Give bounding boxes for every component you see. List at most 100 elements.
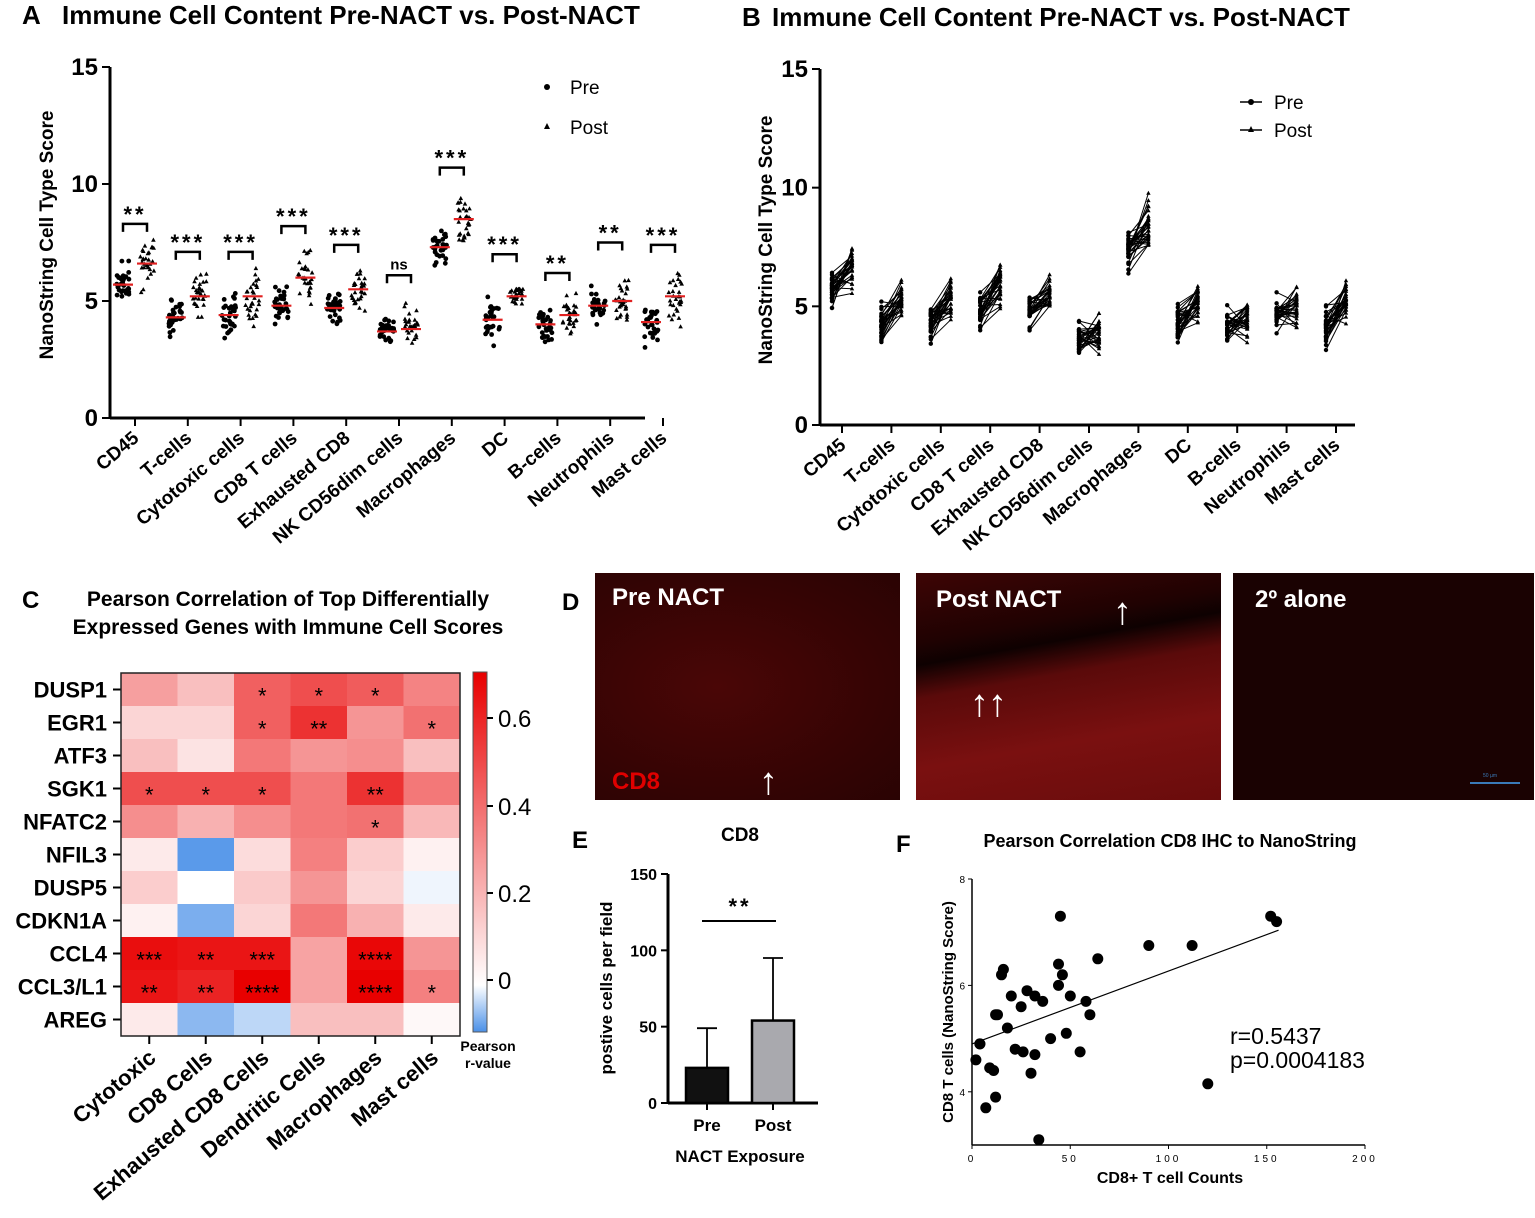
data-point-pre [1274,322,1279,328]
heatmap-cell [403,904,461,938]
arrow-up-icon: ↑ [988,683,1007,725]
data-point-post [360,290,365,295]
data-point-post [297,260,302,265]
data-point-post [462,235,467,240]
colorbar-label-line2: r-value [465,1055,511,1071]
data-point-pre [547,327,553,333]
data-point-post [306,293,312,298]
significance-label: *** [329,223,364,248]
data-point-pre [648,315,653,320]
paired-line [1325,309,1347,351]
heatmap-cell [121,871,178,905]
colorbar-gradient [472,671,488,1033]
data-point-pre [879,313,884,318]
panel-e-ylabel: postive cells per field [597,902,616,1075]
data-point-post [678,302,683,307]
data-point-post [1343,321,1349,326]
data-point-post [1047,288,1052,293]
paired-line [979,267,1001,300]
legend-post-label: Post [1274,121,1313,142]
data-point-post [465,230,471,235]
paired-line [1078,326,1100,339]
data-point-post [670,288,676,294]
data-point-pre [1027,326,1032,331]
data-point-post [306,288,312,293]
data-point-pre [654,328,660,334]
data-point-post [998,291,1003,296]
data-point-post [1244,326,1250,331]
data-point-post [1195,305,1200,310]
data-point-post [1146,203,1151,208]
data-point-pre [647,330,653,336]
row-label: SGK1 [47,777,107,802]
legend-pre-marker [544,84,550,90]
data-point-pre [276,288,282,294]
panel-b-ylabel: NanoString Cell Type Score [756,116,777,365]
data-point-pre [1175,305,1181,310]
panel-f-title: Pearson Correlation CD8 IHC to NanoStrin… [983,831,1356,851]
data-point-post [513,301,519,306]
stain-label: CD8 [612,768,661,795]
data-point-post [141,248,146,253]
paired-line [1276,291,1297,303]
data-point-pre [1175,301,1181,307]
significance-star: * [314,684,323,709]
data-point-pre [277,310,282,316]
paired-line [1177,292,1199,338]
paired-line [1325,298,1347,337]
data-point-post [415,320,420,326]
heatmap-cell [234,970,291,1004]
heatmap-cell [121,706,178,740]
paired-line [979,264,1001,321]
data-point-pre [325,301,331,307]
heatmap-cell [347,937,404,971]
data-point-post [138,289,144,295]
heatmap-cell [347,838,404,872]
data-point-pre [220,323,226,329]
data-point [1271,916,1283,928]
data-point-post [253,278,259,283]
data-point-post [199,314,204,319]
data-point-post [253,265,259,271]
data-point-post [1096,344,1102,349]
panel-c-title-line2: Expressed Genes with Immune Cell Scores [73,616,504,639]
significance-label: ** [728,894,751,919]
data-point-pre [1323,304,1329,309]
data-point-post [1244,317,1250,322]
data-point-pre [383,316,388,322]
data-point-pre [281,293,287,298]
paired-line [1177,299,1199,328]
data-point-post [309,276,314,282]
data-point-post [406,330,411,335]
data-point-post [412,323,417,328]
data-point-post [670,278,676,283]
data-point-pre [123,274,129,280]
data-point-post [194,303,200,308]
data-point-pre [928,318,933,323]
significance-label: *** [487,232,522,257]
paired-line [831,260,853,287]
data-point-post [349,295,355,300]
data-point-pre [119,258,125,264]
data-point-pre [1323,314,1329,319]
data-point-post [405,335,410,341]
data-point [1202,1078,1214,1090]
row-label: DUSP5 [34,876,107,901]
data-point-pre [488,313,494,319]
data-point-pre [167,334,173,340]
data-point-post [467,206,472,211]
data-point-post [1096,336,1102,341]
data-point-post [510,299,515,304]
paired-line [1127,244,1149,274]
data-point-pre [978,290,983,295]
data-point-pre [547,307,553,313]
data-point-pre [273,284,278,290]
colorbar-label-line1: Pearson [460,1038,515,1054]
data-point-pre [497,324,502,330]
data-point-post [361,283,367,288]
data-point [1084,1009,1096,1021]
data-point-pre [1126,267,1131,272]
data-point-post [673,282,678,288]
data-point-post [998,268,1003,272]
